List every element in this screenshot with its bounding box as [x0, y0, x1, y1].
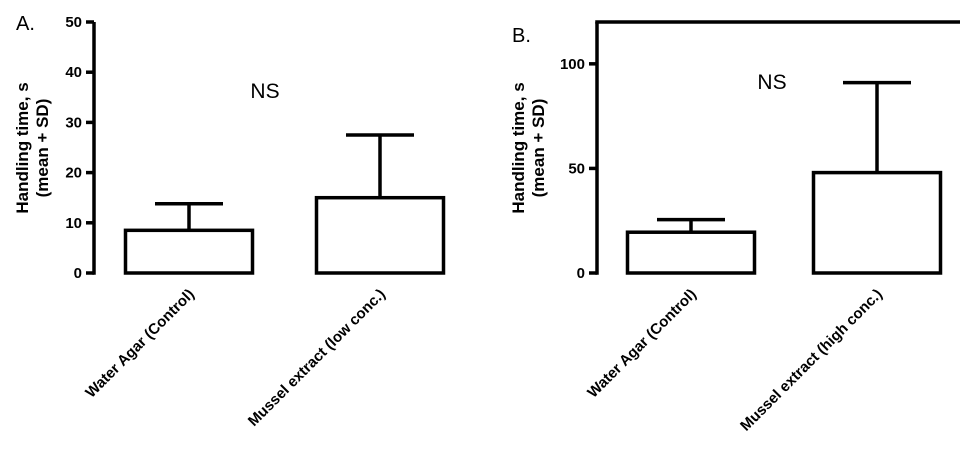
panel-a-bar	[314, 195, 446, 275]
panel-a-category-label: Mussel extract (low conc.)	[245, 286, 389, 430]
panel-b-y-tick-label: 0	[577, 265, 585, 282]
panel-a: A. Handling time, s (mean + SD) NS Water…	[13, 13, 446, 430]
panel-b-ylabel-line1: Handling time, s	[509, 82, 528, 213]
panel-a-label: A.	[16, 13, 35, 35]
panel-a-ylabel-line2: (mean + SD)	[33, 99, 52, 198]
panel-a-category-label: Water Agar (Control)	[82, 286, 198, 402]
panel-b-category-label: Water Agar (Control)	[584, 286, 700, 402]
panel-b-y-tick-label: 50	[568, 160, 585, 177]
panel-a-y-tick-label: 40	[65, 64, 82, 81]
panel-b-bar	[625, 230, 757, 275]
panel-a-y-tick-label: 20	[65, 165, 82, 182]
panel-b-ylabel-line2: (mean + SD)	[529, 99, 548, 198]
panel-a-ylabel-line1: Handling time, s	[13, 82, 32, 213]
panel-b-y-tick-label: 100	[560, 56, 585, 73]
panel-b-annotation: NS	[757, 71, 786, 94]
panel-a-y-tick-label: 30	[65, 114, 82, 131]
panel-a-y-tick-label: 0	[74, 265, 82, 282]
panel-a-bar	[123, 228, 255, 275]
panel-a-y-tick-label: 10	[65, 215, 82, 232]
panel-a-plot: Water Agar (Control) Mussel extract (low …	[65, 14, 446, 430]
panel-b-category-label: Mussel extract (high conc.)	[737, 286, 886, 435]
panel-b-bar	[811, 170, 943, 275]
panel-a-annotation: NS	[250, 80, 279, 103]
panel-a-y-tick-label: 50	[65, 14, 82, 31]
panel-b-label: B.	[512, 25, 531, 47]
panel-b: B. Handling time, s (mean + SD) NS Water…	[509, 20, 960, 435]
